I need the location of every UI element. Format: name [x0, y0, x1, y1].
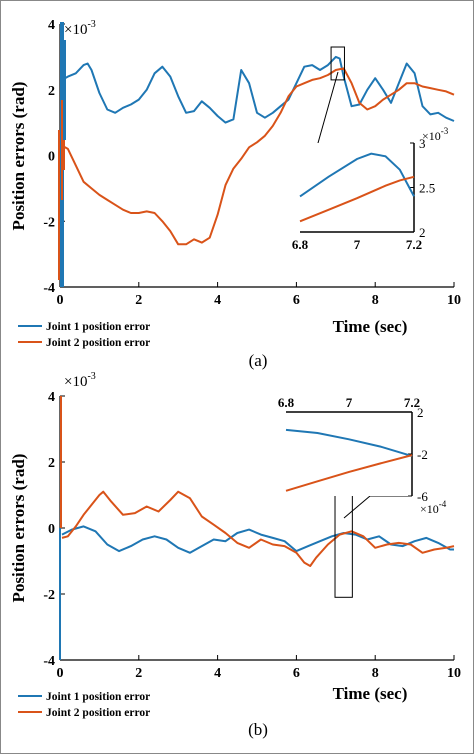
inset-x-tick-label: 7	[346, 395, 353, 410]
x-tick-label: 10	[447, 666, 461, 681]
zoom-connector	[343, 495, 412, 519]
y-tick-label: -2	[43, 215, 55, 230]
y-tick-label: 2	[48, 84, 55, 99]
initial-transient	[59, 396, 62, 660]
y-tick-label: -2	[43, 588, 55, 603]
series-line-2	[61, 490, 455, 567]
inset-background	[300, 143, 414, 232]
inset-plot: 6.8 7 7.22 2.5 3×10-3	[292, 126, 449, 252]
panel-label: (b)	[248, 720, 268, 739]
x-tick-label: 8	[372, 293, 379, 308]
y-axis-label: Position errors (rad)	[9, 82, 28, 231]
x-tick-label: 4	[214, 293, 221, 308]
inset-x-tick-label: 6.8	[278, 395, 295, 410]
x-tick-label: 6	[293, 666, 300, 681]
inset-series-line-1	[285, 428, 413, 458]
y-tick-label: 2	[48, 456, 55, 471]
y-tick-label: -4	[43, 654, 55, 669]
inset-series-line-2	[285, 454, 413, 492]
legend-label-1: Joint 1 position error	[46, 691, 150, 703]
inset-background	[286, 412, 412, 496]
y-axis-label: Position errors (rad)	[9, 454, 28, 603]
inset-x-tick-label: 6.8	[292, 237, 309, 252]
inset-exponent-power: -4	[439, 499, 447, 509]
initial-transient	[58, 22, 66, 287]
inset-exponent-label: ×10-4	[420, 499, 447, 516]
chart-panel-b: 0 2 4 6 8 10 -4 -2 0 2 4 ×10-3 Time (sec) Position er…	[9, 371, 461, 739]
inset-x-tick-label: 7.2	[406, 237, 422, 252]
y-tick-label: 4	[48, 390, 55, 405]
inset-x-tick-label: 7.2	[404, 395, 420, 410]
series-line-1	[61, 525, 454, 554]
y-tick-label: 0	[48, 522, 55, 537]
y-tick-label: -4	[43, 281, 55, 296]
y-exponent-label: ×10-3	[64, 19, 96, 38]
x-tick-label: 6	[293, 293, 300, 308]
legend-label-1: Joint 1 position error	[46, 321, 150, 333]
series-line-2	[61, 67, 455, 246]
x-tick-label: 8	[372, 666, 379, 681]
x-axis-label: Time (sec)	[333, 684, 408, 703]
inset-x-tick-label: 7	[354, 237, 361, 252]
x-tick-label: 2	[135, 666, 142, 681]
inset-y-tick-label: 3	[419, 136, 426, 151]
y-exponent-power: -3	[87, 19, 95, 30]
legend-label-2: Joint 2 position error	[46, 337, 150, 349]
inset-y-tick-label: 2	[417, 405, 424, 420]
x-tick-label: 0	[57, 293, 64, 308]
inset-exponent-power: -3	[441, 126, 449, 136]
x-axis-label: Time (sec)	[333, 317, 408, 336]
x-tick-label: 2	[135, 293, 142, 308]
inset-y-tick-label: 2	[419, 225, 426, 240]
inset-y-tick-label: -2	[417, 447, 428, 462]
panel-label: (a)	[249, 351, 268, 370]
inset-series-line-1	[299, 152, 415, 198]
legend: Joint 1 position error Joint 2 position e…	[18, 321, 150, 349]
inset-series-line-2	[299, 175, 415, 223]
y-tick-label: 0	[48, 150, 55, 165]
series-line-1	[61, 55, 455, 124]
inset-exponent-label: ×10-3	[422, 126, 449, 143]
inset-plot: 6.8 7 7.22 -2 -6×10-4	[278, 395, 447, 516]
inset-y-tick-label: 2.5	[419, 181, 435, 196]
x-tick-label: 10	[447, 293, 461, 308]
y-exponent-power: -3	[87, 371, 95, 382]
inset-y-tick-label: -6	[417, 489, 428, 504]
x-tick-label: 0	[57, 666, 64, 681]
chart-panel-a: 0 2 4 6 8 10 -4 -2 0 2 4 ×10-3 Time (sec) Position er…	[9, 18, 461, 370]
legend-label-2: Joint 2 position error	[46, 707, 150, 719]
y-exponent-label: ×10-3	[64, 371, 96, 390]
x-tick-label: 4	[214, 666, 221, 681]
zoom-box	[330, 46, 345, 81]
y-tick-label: 4	[48, 18, 55, 33]
legend: Joint 1 position error Joint 2 position e…	[18, 691, 150, 719]
